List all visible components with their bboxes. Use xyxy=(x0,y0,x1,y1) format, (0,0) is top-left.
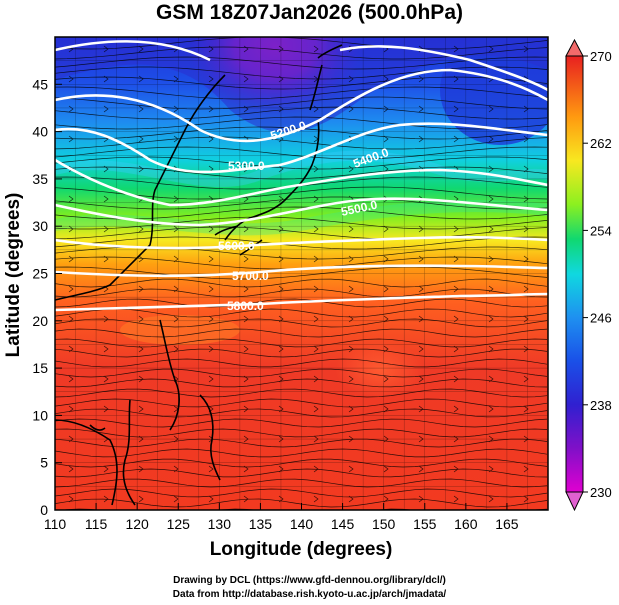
y-tick-label: 5 xyxy=(40,455,48,471)
contour-label: 5800.0 xyxy=(227,299,264,313)
colorbar-tick-label: 270 xyxy=(590,49,612,64)
x-tick-label: 130 xyxy=(208,516,232,532)
x-tick-label: 165 xyxy=(495,516,519,532)
colorbar-max-arrow xyxy=(565,38,584,57)
colorbar: 230 238 246 254 262 270 xyxy=(565,38,612,512)
contour-label: 5300.0 xyxy=(228,159,265,173)
contour-label: 5600.0 xyxy=(218,239,255,253)
x-tick-label: 120 xyxy=(125,516,149,532)
x-tick-label: 135 xyxy=(249,516,273,532)
colorbar-tick-label: 246 xyxy=(590,311,612,326)
x-axis-label: Longitude (degrees) xyxy=(210,539,393,560)
y-tick-label: 45 xyxy=(32,76,48,92)
temperature-field: 5200.0 5300.0 5400.0 5500.0 5600.0 5700.… xyxy=(55,37,548,510)
credit-drawing: Drawing by DCL (https://www.gfd-dennou.o… xyxy=(173,575,446,586)
coastlines xyxy=(55,44,343,506)
y-axis-label: Latitude (degrees) xyxy=(3,193,24,358)
x-axis: 110 115 120 125 130 135 140 145 150 155 160 165 xyxy=(44,503,519,532)
y-tick-label: 20 xyxy=(32,313,48,329)
x-tick-label: 145 xyxy=(331,516,355,532)
warm-eddy-region xyxy=(335,342,425,398)
x-tick-label: 155 xyxy=(413,516,437,532)
y-tick-label: 40 xyxy=(32,124,48,140)
colorbar-tick-label: 254 xyxy=(590,223,612,238)
y-tick-label: 10 xyxy=(32,407,48,423)
colorbar-tick-label: 262 xyxy=(590,136,612,151)
wind-streamlines xyxy=(55,37,548,510)
y-tick-label: 30 xyxy=(32,218,48,234)
geopotential-contours xyxy=(55,39,548,312)
lat-lon-grid xyxy=(55,37,548,510)
y-tick-label: 25 xyxy=(32,266,48,282)
x-tick-label: 110 xyxy=(44,516,67,532)
page-title: GSM 18Z07Jan2026 (500.0hPa) xyxy=(155,1,463,24)
y-tick-label: 35 xyxy=(32,171,48,187)
x-tick-label: 115 xyxy=(85,516,108,532)
x-tick-label: 140 xyxy=(290,516,314,532)
y-tick-label: 15 xyxy=(32,360,48,376)
y-tick-label: 0 xyxy=(40,502,48,518)
colorbar-tick-label: 238 xyxy=(590,398,612,413)
x-tick-label: 150 xyxy=(372,516,396,532)
colorbar-tick-label: 230 xyxy=(590,485,612,500)
credit-data-source: Data from http://database.rish.kyoto-u.a… xyxy=(172,589,447,600)
x-tick-label: 160 xyxy=(454,516,478,532)
y-axis: 0 5 10 15 20 25 30 35 40 45 xyxy=(32,76,62,518)
x-tick-label: 125 xyxy=(167,516,191,532)
contour-label: 5700.0 xyxy=(232,269,269,283)
colorbar-min-arrow xyxy=(565,491,584,512)
